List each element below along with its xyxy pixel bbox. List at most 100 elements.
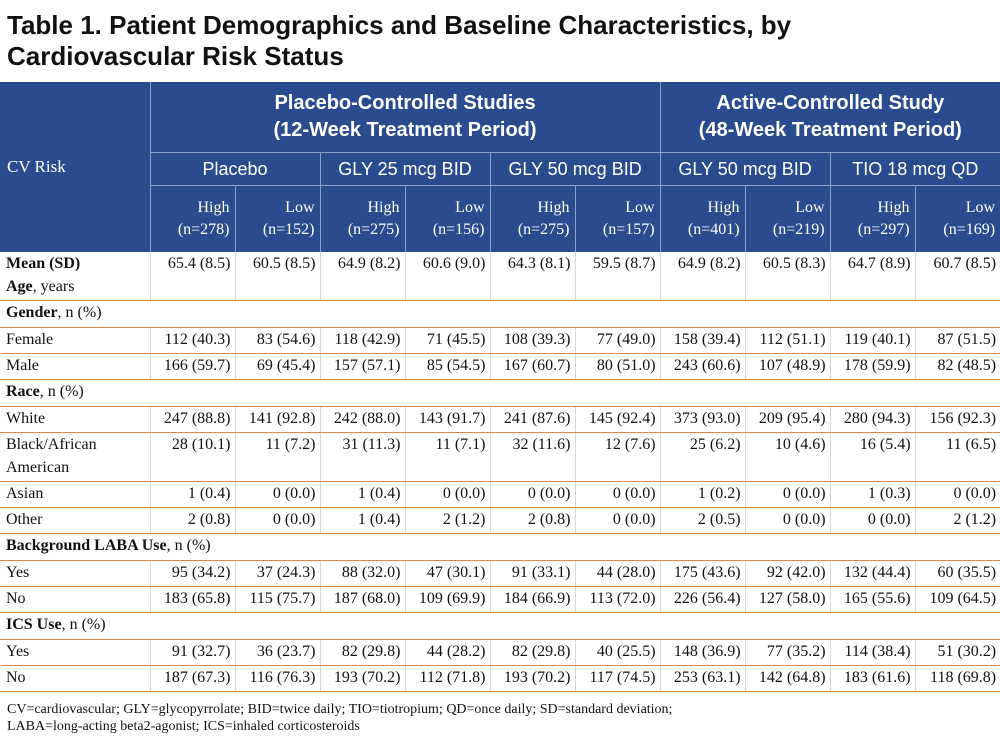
age-label-line1: Mean (SD) bbox=[6, 255, 81, 272]
race-section-label: Race, n (%) bbox=[0, 379, 1000, 407]
risk-level: High bbox=[537, 199, 570, 216]
row-label: No bbox=[0, 586, 150, 613]
group2-line1: Active-Controlled Study bbox=[716, 92, 945, 114]
row-label: Yes bbox=[0, 639, 150, 666]
risk-level: High bbox=[367, 199, 400, 216]
risk-n: (n=275) bbox=[517, 221, 570, 238]
table-cell: 65.4 (8.5) bbox=[149, 252, 235, 301]
risk-header: High (n=275) bbox=[319, 185, 405, 252]
table-cell: 167 (60.7) bbox=[489, 353, 575, 380]
footnote: CV=cardiovascular; GLY=glycopyrrolate; B… bbox=[7, 701, 997, 735]
table-cell: 373 (93.0) bbox=[659, 406, 746, 433]
table-title-line1: Table 1. Patient Demographics and Baseli… bbox=[7, 10, 792, 40]
risk-n: (n=278) bbox=[177, 221, 230, 238]
table-cell: 209 (95.4) bbox=[744, 406, 831, 433]
table-cell: 0 (0.0) bbox=[744, 507, 831, 534]
treatment-header: TIO 18 mcg QD bbox=[829, 152, 1000, 186]
table-cell: 64.7 (8.9) bbox=[829, 252, 916, 301]
risk-header: Low (n=157) bbox=[574, 185, 661, 252]
laba-label-rest: , n (%) bbox=[166, 537, 211, 554]
cv-risk-header: CV Risk bbox=[0, 82, 150, 252]
table-cell: 2 (0.8) bbox=[489, 507, 575, 534]
risk-header: Low (n=219) bbox=[744, 185, 831, 252]
risk-level: Low bbox=[965, 199, 996, 216]
table-row: No 183 (65.8) 115 (75.7) 187 (68.0) 109 (69.… bbox=[0, 586, 1000, 613]
laba-section-label: Background LABA Use, n (%) bbox=[0, 533, 1000, 561]
table-cell: 116 (76.3) bbox=[234, 665, 320, 692]
age-label: Mean (SD) Age, years bbox=[0, 252, 150, 301]
gender-section-label: Gender, n (%) bbox=[0, 300, 1000, 328]
table-row: Yes 91 (32.7) 36 (23.7) 82 (29.8) 44 (28.2) 8… bbox=[0, 639, 1000, 666]
row-label: Male bbox=[0, 353, 150, 380]
table-cell: 0 (0.0) bbox=[744, 481, 831, 508]
table-cell: 175 (43.6) bbox=[659, 560, 746, 587]
table-cell: 0 (0.0) bbox=[574, 481, 661, 508]
risk-level: Low bbox=[795, 199, 825, 216]
table-cell: 242 (88.0) bbox=[319, 406, 405, 433]
table-cell: 64.3 (8.1) bbox=[489, 252, 575, 301]
table-cell: 1 (0.4) bbox=[149, 481, 235, 508]
risk-n: (n=152) bbox=[262, 221, 315, 238]
risk-header: Low (n=169) bbox=[914, 185, 1000, 252]
table-cell: 280 (94.3) bbox=[829, 406, 916, 433]
section-row: Background LABA Use, n (%) bbox=[0, 533, 1000, 561]
risk-level: High bbox=[707, 199, 740, 216]
risk-level: High bbox=[197, 199, 230, 216]
risk-level: Low bbox=[625, 199, 655, 216]
table-cell: 1 (0.3) bbox=[829, 481, 916, 508]
risk-header: Low (n=156) bbox=[404, 185, 490, 252]
table-row: White 247 (88.8) 141 (92.8) 242 (88.0) 143 (… bbox=[0, 406, 1000, 433]
table-cell: 1 (0.2) bbox=[659, 481, 746, 508]
table-cell: 77 (35.2) bbox=[744, 639, 831, 666]
treatment-header: GLY 50 mcg BID bbox=[489, 152, 661, 186]
table-cell: 184 (66.9) bbox=[489, 586, 575, 613]
table-cell: 88 (32.0) bbox=[319, 560, 405, 587]
table-cell: 158 (39.4) bbox=[659, 327, 746, 354]
row-label: Black/African American bbox=[0, 432, 150, 482]
table-cell: 183 (61.6) bbox=[829, 665, 916, 692]
treatment-header: GLY 25 mcg BID bbox=[319, 152, 490, 186]
risk-n: (n=157) bbox=[602, 221, 655, 238]
table-cell: 0 (0.0) bbox=[914, 481, 1000, 508]
table-cell: 69 (45.4) bbox=[234, 353, 320, 380]
table-cell: 156 (92.3) bbox=[914, 406, 1000, 433]
table-cell: 243 (60.6) bbox=[659, 353, 746, 380]
table-cell: 241 (87.6) bbox=[489, 406, 575, 433]
risk-n: (n=401) bbox=[687, 221, 740, 238]
table-cell: 0 (0.0) bbox=[829, 507, 916, 534]
row-label: Other bbox=[0, 507, 150, 534]
table-cell: 183 (65.8) bbox=[149, 586, 235, 613]
risk-n: (n=297) bbox=[857, 221, 910, 238]
table-cell: 141 (92.8) bbox=[234, 406, 320, 433]
risk-header: High (n=278) bbox=[149, 185, 235, 252]
table-cell: 157 (57.1) bbox=[319, 353, 405, 380]
table-cell: 60.7 (8.5) bbox=[914, 252, 1000, 301]
table-cell: 145 (92.4) bbox=[574, 406, 661, 433]
table-row: Female 112 (40.3) 83 (54.6) 118 (42.9) 71 (4… bbox=[0, 327, 1000, 354]
table-cell: 109 (69.9) bbox=[404, 586, 490, 613]
table-cell: 107 (48.9) bbox=[744, 353, 831, 380]
risk-n: (n=169) bbox=[943, 221, 996, 238]
table-cell: 0 (0.0) bbox=[234, 507, 320, 534]
table-cell: 12 (7.6) bbox=[574, 432, 661, 482]
table-cell: 187 (68.0) bbox=[319, 586, 405, 613]
table-cell: 253 (63.1) bbox=[659, 665, 746, 692]
table-cell: 119 (40.1) bbox=[829, 327, 916, 354]
risk-n: (n=219) bbox=[772, 221, 825, 238]
ics-section-label: ICS Use, n (%) bbox=[0, 612, 1000, 640]
table-row: Black/African American 28 (10.1) 11 (7.2) 3… bbox=[0, 432, 1000, 482]
section-row: ICS Use, n (%) bbox=[0, 612, 1000, 640]
table-cell: 36 (23.7) bbox=[234, 639, 320, 666]
risk-level: Low bbox=[455, 199, 485, 216]
table-cell: 2 (0.5) bbox=[659, 507, 746, 534]
table-cell: 91 (33.1) bbox=[489, 560, 575, 587]
table-cell: 0 (0.0) bbox=[489, 481, 575, 508]
table-cell: 32 (11.6) bbox=[489, 432, 575, 482]
table-cell: 37 (24.3) bbox=[234, 560, 320, 587]
table-row: Yes 95 (34.2) 37 (24.3) 88 (32.0) 47 (30.1) 9… bbox=[0, 560, 1000, 587]
table-cell: 64.9 (8.2) bbox=[659, 252, 746, 301]
table-title-line2: Cardiovascular Risk Status bbox=[7, 41, 344, 71]
table-cell: 82 (29.8) bbox=[319, 639, 405, 666]
group1-line2: (12-Week Treatment Period) bbox=[273, 119, 537, 141]
table-cell: 95 (34.2) bbox=[149, 560, 235, 587]
